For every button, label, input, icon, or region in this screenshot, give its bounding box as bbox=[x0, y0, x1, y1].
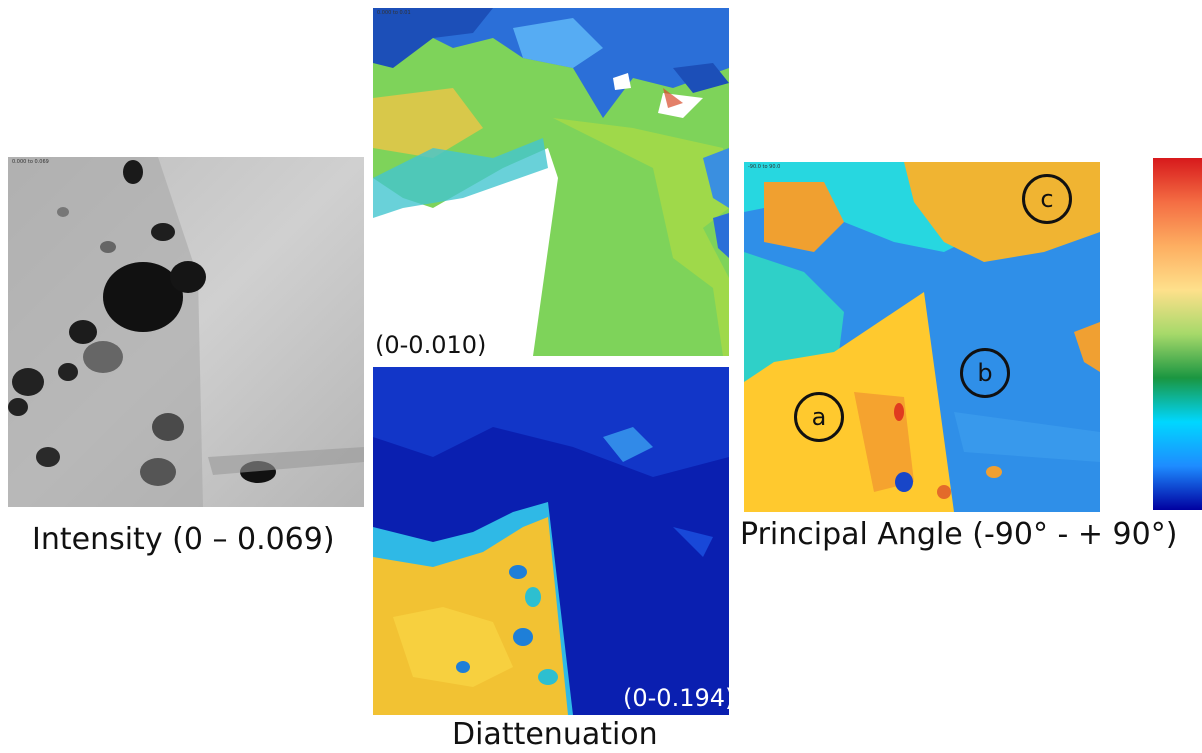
roi-label-c: c bbox=[1040, 185, 1054, 213]
principal-angle-image: -90.0 to 90.0 a b c bbox=[744, 162, 1100, 512]
diattenuation-image: (0-0.194) bbox=[373, 367, 729, 715]
retardance-image: 0.000 to 0.01 (0-0.010) bbox=[373, 8, 729, 356]
roi-circle-b: b bbox=[960, 348, 1010, 398]
roi-circle-c: c bbox=[1022, 174, 1072, 224]
diattenuation-caption: Diattenuation bbox=[452, 717, 658, 752]
intensity-caption: Intensity (0 – 0.069) bbox=[32, 522, 335, 557]
principal-angle-caption: Principal Angle (-90° - + 90°) bbox=[740, 517, 1178, 552]
retardance-tiny-label: 0.000 to 0.01 bbox=[377, 10, 411, 16]
principal-angle-tiny-label: -90.0 to 90.0 bbox=[748, 164, 781, 170]
intensity-tiny-label: 0.000 to 0.069 bbox=[12, 159, 49, 165]
retardance-range-label: (0-0.010) bbox=[375, 331, 487, 356]
intensity-image: 0.000 to 0.069 bbox=[8, 157, 364, 507]
roi-label-a: a bbox=[811, 403, 827, 431]
roi-label-b: b bbox=[977, 359, 993, 387]
roi-circle-a: a bbox=[794, 392, 844, 442]
diattenuation-range-label: (0-0.194) bbox=[623, 684, 729, 712]
colorbar bbox=[1153, 158, 1202, 510]
